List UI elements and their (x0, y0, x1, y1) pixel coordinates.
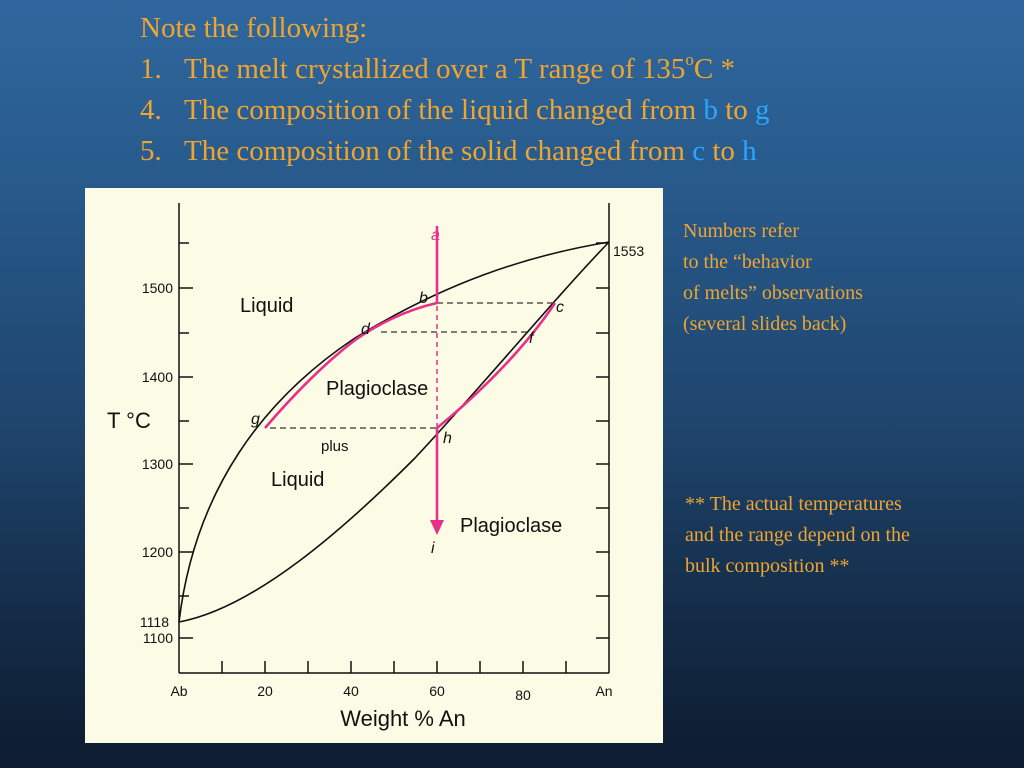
end-label-left: 1118 (140, 614, 169, 630)
x-tick-label: 80 (515, 687, 531, 703)
item-number: 4. (140, 94, 162, 126)
point-h-ref: h (742, 135, 757, 167)
end-label-right: 1553 (613, 243, 644, 259)
degree-sign: o (685, 50, 694, 69)
item-text-mid: to (717, 94, 756, 126)
point-labels: a b c d f g h i (251, 227, 564, 557)
y-tick-label: 1300 (142, 456, 173, 472)
right-ticks (596, 242, 609, 639)
note-line: of melts” observations (683, 282, 863, 304)
left-ticks (179, 242, 193, 639)
y-tick-label: 1500 (142, 280, 173, 296)
item-number: 5. (140, 135, 162, 167)
item-text: The composition of the solid changed fro… (184, 135, 693, 167)
point-b-ref: b (703, 94, 718, 126)
heading-item-4: 4. The composition of the liquid changed … (140, 94, 770, 126)
phase-diagram: 1500 1400 1300 1200 1118 1100 1553 T °C … (85, 188, 663, 743)
liquidus-curve (178, 241, 610, 623)
x-tick-label: 40 (343, 683, 359, 699)
note-line: ** The actual temperatures (685, 493, 902, 515)
region-liquid-top: Liquid (240, 295, 293, 317)
point-h-label: h (443, 430, 452, 447)
solidus-curve (178, 241, 610, 623)
point-f-label: f (529, 330, 535, 347)
point-d-label: d (361, 321, 371, 338)
y-tick-label: 1400 (142, 369, 173, 385)
region-plagioclase: Plagioclase (326, 378, 428, 400)
heading-item-1: 1. The melt crystallized over a T range o… (140, 50, 736, 85)
x-tick-labels: Ab 20 40 60 80 An (170, 683, 612, 703)
point-c-label: c (556, 299, 564, 316)
phase-diagram-svg: 1500 1400 1300 1200 1118 1100 1553 T °C … (107, 203, 644, 731)
x-axis-label: Weight % An (340, 706, 466, 731)
cooling-arrow-head (430, 520, 444, 535)
liquid-path (264, 301, 438, 429)
tie-lines (270, 302, 555, 429)
point-i-label: i (431, 540, 435, 557)
side-note-numbers: Numbers refer to the “behavior of melts”… (683, 216, 863, 340)
item-number: 1. (140, 53, 162, 85)
point-b-label: b (419, 290, 428, 307)
note-line: to the “behavior (683, 251, 812, 273)
item-text: The melt crystallized over a T range of … (184, 53, 686, 85)
x-tick-label: An (595, 683, 612, 699)
note-line: Numbers refer (683, 220, 800, 242)
item-text-end: C * (693, 53, 736, 85)
region-plus: plus (321, 438, 349, 455)
point-a-label: a (431, 227, 440, 244)
side-note-temperatures: ** The actual temperatures and the range… (685, 489, 910, 582)
heading-item-5: 5. The composition of the solid changed f… (140, 135, 757, 167)
item-text-mid: to (705, 135, 743, 167)
solid-path (436, 302, 557, 430)
note-line: bulk composition ** (685, 555, 850, 577)
slide-heading: Note the following: 1. The melt crystalli… (140, 8, 770, 172)
region-plagioclase-bottom: Plagioclase (460, 515, 562, 537)
y-tick-label: 1100 (143, 630, 173, 646)
item-text: The composition of the liquid changed fr… (184, 94, 704, 126)
y-tick-labels: 1500 1400 1300 1200 1118 1100 (140, 280, 173, 646)
note-line: and the range depend on the (685, 524, 910, 546)
region-liquid-mid: Liquid (271, 469, 324, 491)
region-labels: Liquid Plagioclase plus Liquid Plagiocla… (240, 295, 562, 537)
note-line: (several slides back) (683, 313, 847, 335)
point-g-label: g (251, 411, 260, 428)
y-tick-label: 1200 (142, 544, 173, 560)
bottom-ticks (221, 661, 567, 673)
point-c-ref: c (692, 135, 706, 167)
point-g-ref: g (755, 94, 770, 126)
x-tick-label: Ab (170, 683, 187, 699)
heading-intro: Note the following: (140, 12, 368, 44)
x-tick-label: 20 (257, 683, 273, 699)
y-axis-label: T °C (107, 408, 151, 433)
x-tick-label: 60 (429, 683, 445, 699)
